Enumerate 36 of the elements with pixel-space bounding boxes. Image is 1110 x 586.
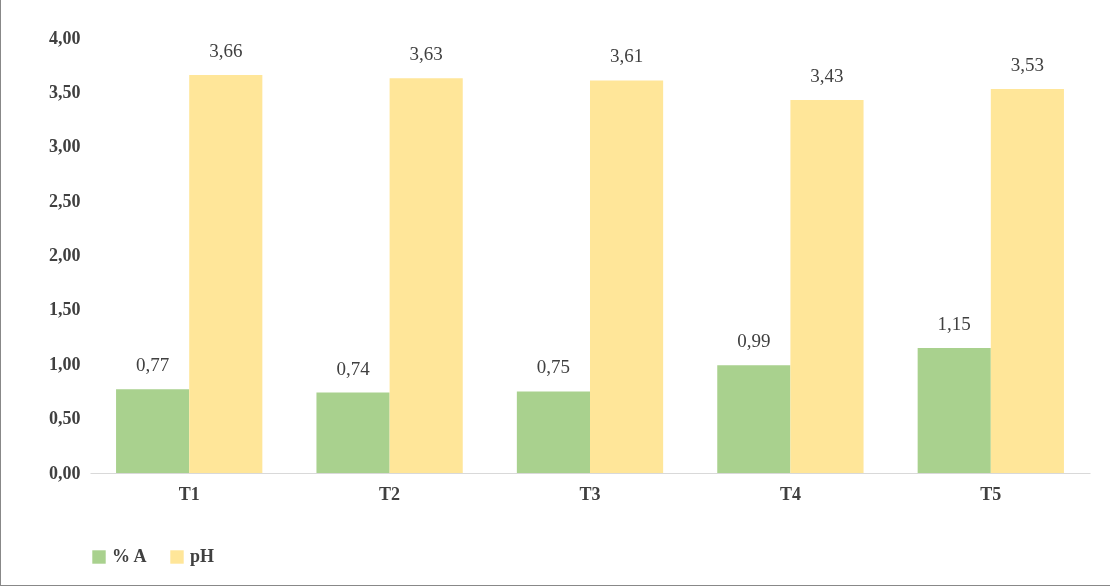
bar — [189, 74, 263, 473]
y-tick-label: 3,50 — [49, 81, 81, 102]
y-tick-label: 2,50 — [49, 190, 81, 211]
x-tick-label: T4 — [779, 483, 801, 504]
legend-label: % A — [112, 546, 147, 566]
bar — [116, 389, 190, 473]
data-label: 3,53 — [1010, 54, 1044, 76]
x-tick-label: T2 — [379, 483, 401, 504]
bar — [516, 391, 590, 473]
data-label: 0,77 — [136, 354, 170, 376]
bar — [917, 347, 991, 473]
y-tick-label: 1,50 — [49, 299, 81, 320]
bar — [790, 99, 864, 473]
x-tick-label: T5 — [980, 483, 1002, 504]
y-tick-label: 3,00 — [49, 136, 81, 157]
data-label: 0,74 — [336, 357, 371, 379]
x-tick-label: T1 — [178, 483, 200, 504]
x-tick-label: T3 — [579, 483, 601, 504]
y-tick-label: 2,00 — [49, 245, 81, 265]
bar — [990, 89, 1064, 473]
bar — [590, 80, 664, 473]
legend-label: pH — [190, 546, 215, 566]
data-label: 3,61 — [609, 45, 644, 67]
y-tick-label: 0,50 — [49, 408, 81, 429]
data-label: 3,66 — [209, 39, 243, 61]
data-label: 0,99 — [737, 330, 771, 352]
bar — [717, 365, 791, 473]
bar — [316, 392, 390, 473]
y-tick-label: 0,00 — [49, 462, 81, 483]
data-label: 0,75 — [536, 356, 571, 378]
data-label: 3,63 — [409, 43, 443, 65]
data-label: 1,15 — [937, 312, 971, 334]
data-label: 3,43 — [810, 64, 844, 86]
y-tick-label: 4,00 — [49, 27, 81, 48]
bar — [389, 78, 463, 473]
y-tick-label: 1,00 — [49, 353, 81, 374]
